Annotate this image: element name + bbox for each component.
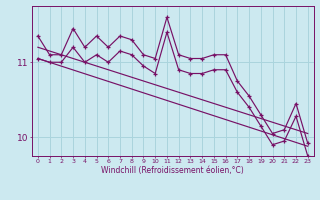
X-axis label: Windchill (Refroidissement éolien,°C): Windchill (Refroidissement éolien,°C) xyxy=(101,166,244,175)
